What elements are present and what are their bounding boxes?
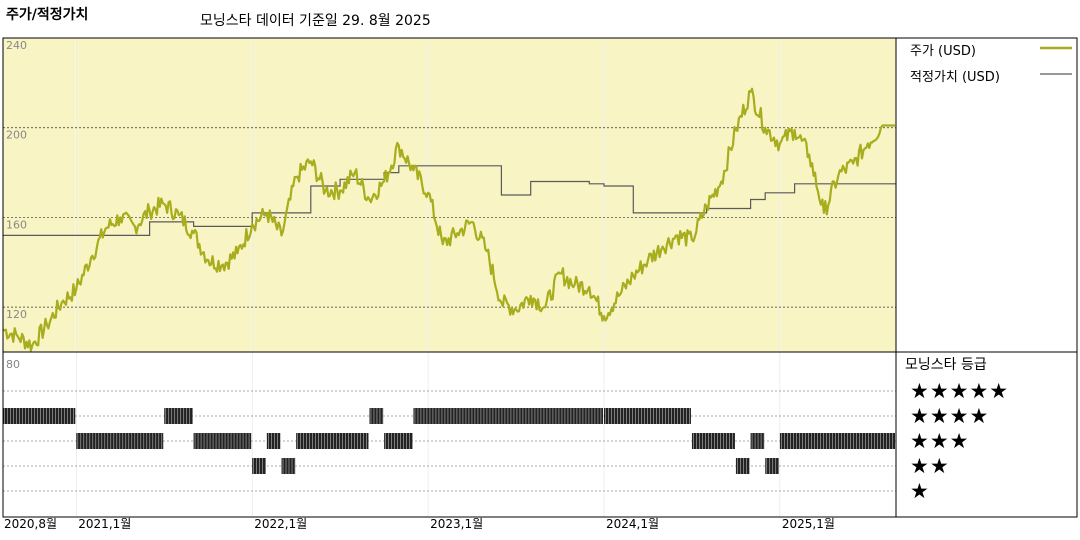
price-series-line bbox=[2, 87, 895, 352]
data-date-note: 모닝스타 데이터 기준일 29. 8월 2025 bbox=[200, 13, 431, 29]
rating-segment-bar bbox=[691, 433, 735, 449]
y-tick-label: 80 bbox=[6, 358, 20, 371]
rating-segment-bar bbox=[164, 408, 193, 424]
rating-segment bbox=[3, 408, 76, 424]
rating-level-2-stars: ★★ bbox=[910, 454, 950, 478]
rating-level-3-stars: ★★★ bbox=[910, 429, 970, 453]
rating-level-5-stars: ★★★★★ bbox=[910, 379, 1010, 403]
chart-frame bbox=[2, 37, 1078, 518]
rating-segment-bar bbox=[281, 458, 296, 474]
rating-segment-bar bbox=[369, 408, 384, 424]
y-tick-label: 160 bbox=[6, 218, 27, 231]
rating-segment bbox=[735, 458, 750, 474]
price-legend-label: 주가 (USD) bbox=[910, 44, 976, 59]
fair-value-series-line bbox=[3, 165, 896, 236]
x-tick-label: 2025,1월 bbox=[782, 517, 835, 531]
rating-history-bars bbox=[3, 408, 895, 474]
rating-segment bbox=[76, 433, 164, 449]
rating-segment bbox=[266, 433, 281, 449]
rating-segment bbox=[384, 433, 413, 449]
y-tick-label: 240 bbox=[6, 39, 27, 52]
y-tick-label: 200 bbox=[6, 129, 27, 142]
rating-segment-bar bbox=[384, 433, 413, 449]
rating-segment-bar bbox=[765, 458, 779, 474]
rating-segment-bar bbox=[750, 433, 765, 449]
x-tick-label: 2024,1월 bbox=[606, 517, 659, 531]
x-tick-label: 2022,1월 bbox=[254, 517, 307, 531]
rating-segment bbox=[413, 408, 603, 424]
rating-segment-bar bbox=[735, 458, 750, 474]
rating-segment bbox=[765, 458, 780, 474]
y-axis-tick-labels: 240 200 160 120 80 bbox=[6, 39, 27, 371]
y-tick-label: 120 bbox=[6, 308, 27, 321]
rating-segment-bar bbox=[296, 433, 369, 449]
x-tick-label: 2021,1월 bbox=[78, 517, 131, 531]
rating-segment bbox=[779, 433, 895, 449]
rating-panel-title: 모닝스타 등급 bbox=[905, 357, 987, 373]
x-tick-label: 2020,8월 bbox=[4, 517, 57, 531]
rating-segment bbox=[603, 408, 691, 424]
x-tick-label: 2023,1월 bbox=[430, 517, 483, 531]
rating-segment bbox=[369, 408, 384, 424]
rating-segment bbox=[691, 433, 735, 449]
rating-segment-bar bbox=[779, 433, 895, 449]
rating-segment-bar bbox=[193, 433, 252, 449]
rating-segment bbox=[164, 408, 193, 424]
price-panel-background bbox=[3, 38, 896, 352]
rating-level-4-stars: ★★★★ bbox=[910, 404, 990, 428]
x-axis-tick-labels: 2020,8월 2021,1월 2022,1월 2023,1월 2024,1월 2025,… bbox=[4, 517, 835, 531]
rating-segment bbox=[750, 433, 765, 449]
fair-value-legend-label: 적정가치 (USD) bbox=[910, 70, 1000, 85]
rating-segment-bar bbox=[3, 408, 76, 424]
rating-level-1-star: ★ bbox=[910, 479, 930, 503]
rating-segment bbox=[281, 458, 296, 474]
chart-section-title: 주가/적정가치 bbox=[6, 7, 89, 23]
rating-segment bbox=[252, 458, 266, 474]
vertical-gridlines bbox=[75, 38, 781, 517]
rating-segment-bar bbox=[252, 458, 266, 474]
rating-segment bbox=[296, 433, 369, 449]
rating-segment bbox=[193, 433, 252, 449]
rating-segment-bar bbox=[266, 433, 281, 449]
